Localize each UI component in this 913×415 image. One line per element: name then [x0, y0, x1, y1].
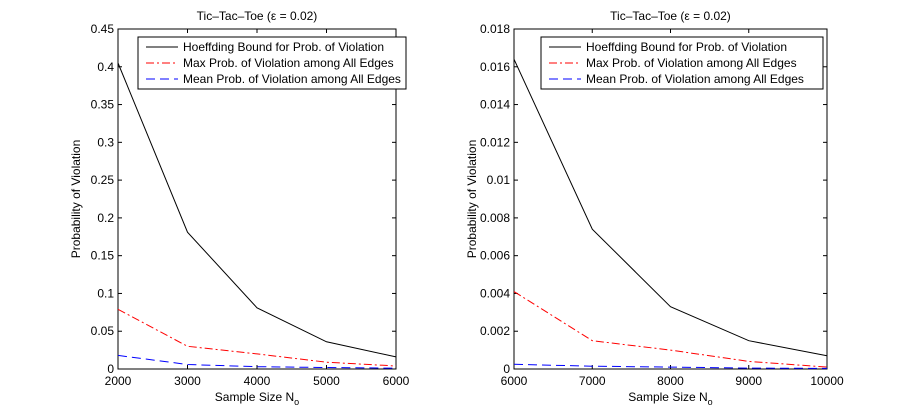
y-tick-label: 0.4 [97, 60, 114, 74]
x-tick-label: 9000 [735, 374, 762, 388]
x-tick-label: 5000 [313, 374, 340, 388]
y-tick-label: 0.25 [91, 173, 115, 187]
y-tick-label: 0.45 [91, 22, 115, 36]
legend-entry-1: Hoeffding Bound for Prob. of Violation [586, 40, 787, 54]
legend: Hoeffding Bound for Prob. of Violation Ma… [137, 36, 407, 90]
x-tick-label: 2000 [105, 374, 132, 388]
y-tick-label: 0.016 [480, 60, 510, 74]
chart-title: Tic–Tac–Toe (ε = 0.02) [197, 9, 318, 23]
legend-box [137, 36, 407, 90]
chart-title: Tic–Tac–Toe (ε = 0.02) [610, 9, 731, 23]
chart-1: 2000 3000 4000 5000 6000 0 0.05 0.1 0.15 0.2 0.25 0… [69, 9, 410, 407]
y-tick-label: 0.1 [97, 286, 114, 300]
y-axis-label: Probability of Violation [465, 140, 479, 259]
y-tick-label: 0.15 [91, 249, 115, 263]
series-line-1 [513, 58, 828, 357]
x-tick-label: 4000 [244, 374, 271, 388]
legend-entry-3: Mean Prob. of Violation among All Edges [183, 72, 401, 86]
legend: Hoeffding Bound for Prob. of Violation Ma… [540, 36, 824, 90]
legend-entry-3: Mean Prob. of Violation among All Edges [586, 72, 804, 86]
y-tick-label: 0.35 [91, 98, 115, 112]
y-tick-label: 0.2 [97, 211, 114, 225]
series-line-2 [117, 308, 397, 367]
y-tick-label: 0.002 [480, 324, 510, 338]
x-tick-label: 10000 [810, 374, 844, 388]
x-tick-label: 6000 [501, 374, 528, 388]
x-axis-label: Sample Size No [628, 390, 712, 407]
y-tick-label: 0.018 [480, 22, 510, 36]
y-tick-label: 0.014 [480, 98, 510, 112]
y-tick-label: 0 [107, 362, 114, 376]
legend-entry-1: Hoeffding Bound for Prob. of Violation [183, 40, 384, 54]
x-tick-label: 6000 [383, 374, 410, 388]
x-axis-label: Sample Size No [215, 390, 299, 407]
legend-entry-2: Max Prob. of Violation among All Edges [183, 56, 394, 70]
y-tick-label: 0.012 [480, 135, 510, 149]
y-tick-label: 0.3 [97, 135, 114, 149]
x-tick-label: 3000 [174, 374, 201, 388]
y-tick-label: 0.006 [480, 249, 510, 263]
y-tick-label: 0.004 [480, 286, 510, 300]
y-tick-label: 0.008 [480, 211, 510, 225]
series-line-3 [513, 363, 828, 369]
series-line-2 [513, 291, 828, 368]
x-tick-label: 7000 [579, 374, 606, 388]
legend-entry-2: Max Prob. of Violation among All Edges [586, 56, 797, 70]
legend-box [540, 36, 824, 90]
series-line-3 [117, 354, 397, 369]
y-axis-label: Probability of Violation [69, 140, 83, 259]
y-tick-label: 0 [503, 362, 510, 376]
y-tick-label: 0.05 [91, 324, 115, 338]
series-line-1 [117, 62, 397, 358]
x-tick-label: 8000 [657, 374, 684, 388]
y-tick-label: 0.01 [487, 173, 511, 187]
chart-2: 6000 7000 8000 9000 10000 0 0.002 0.004 0.006 0.0… [465, 9, 844, 407]
